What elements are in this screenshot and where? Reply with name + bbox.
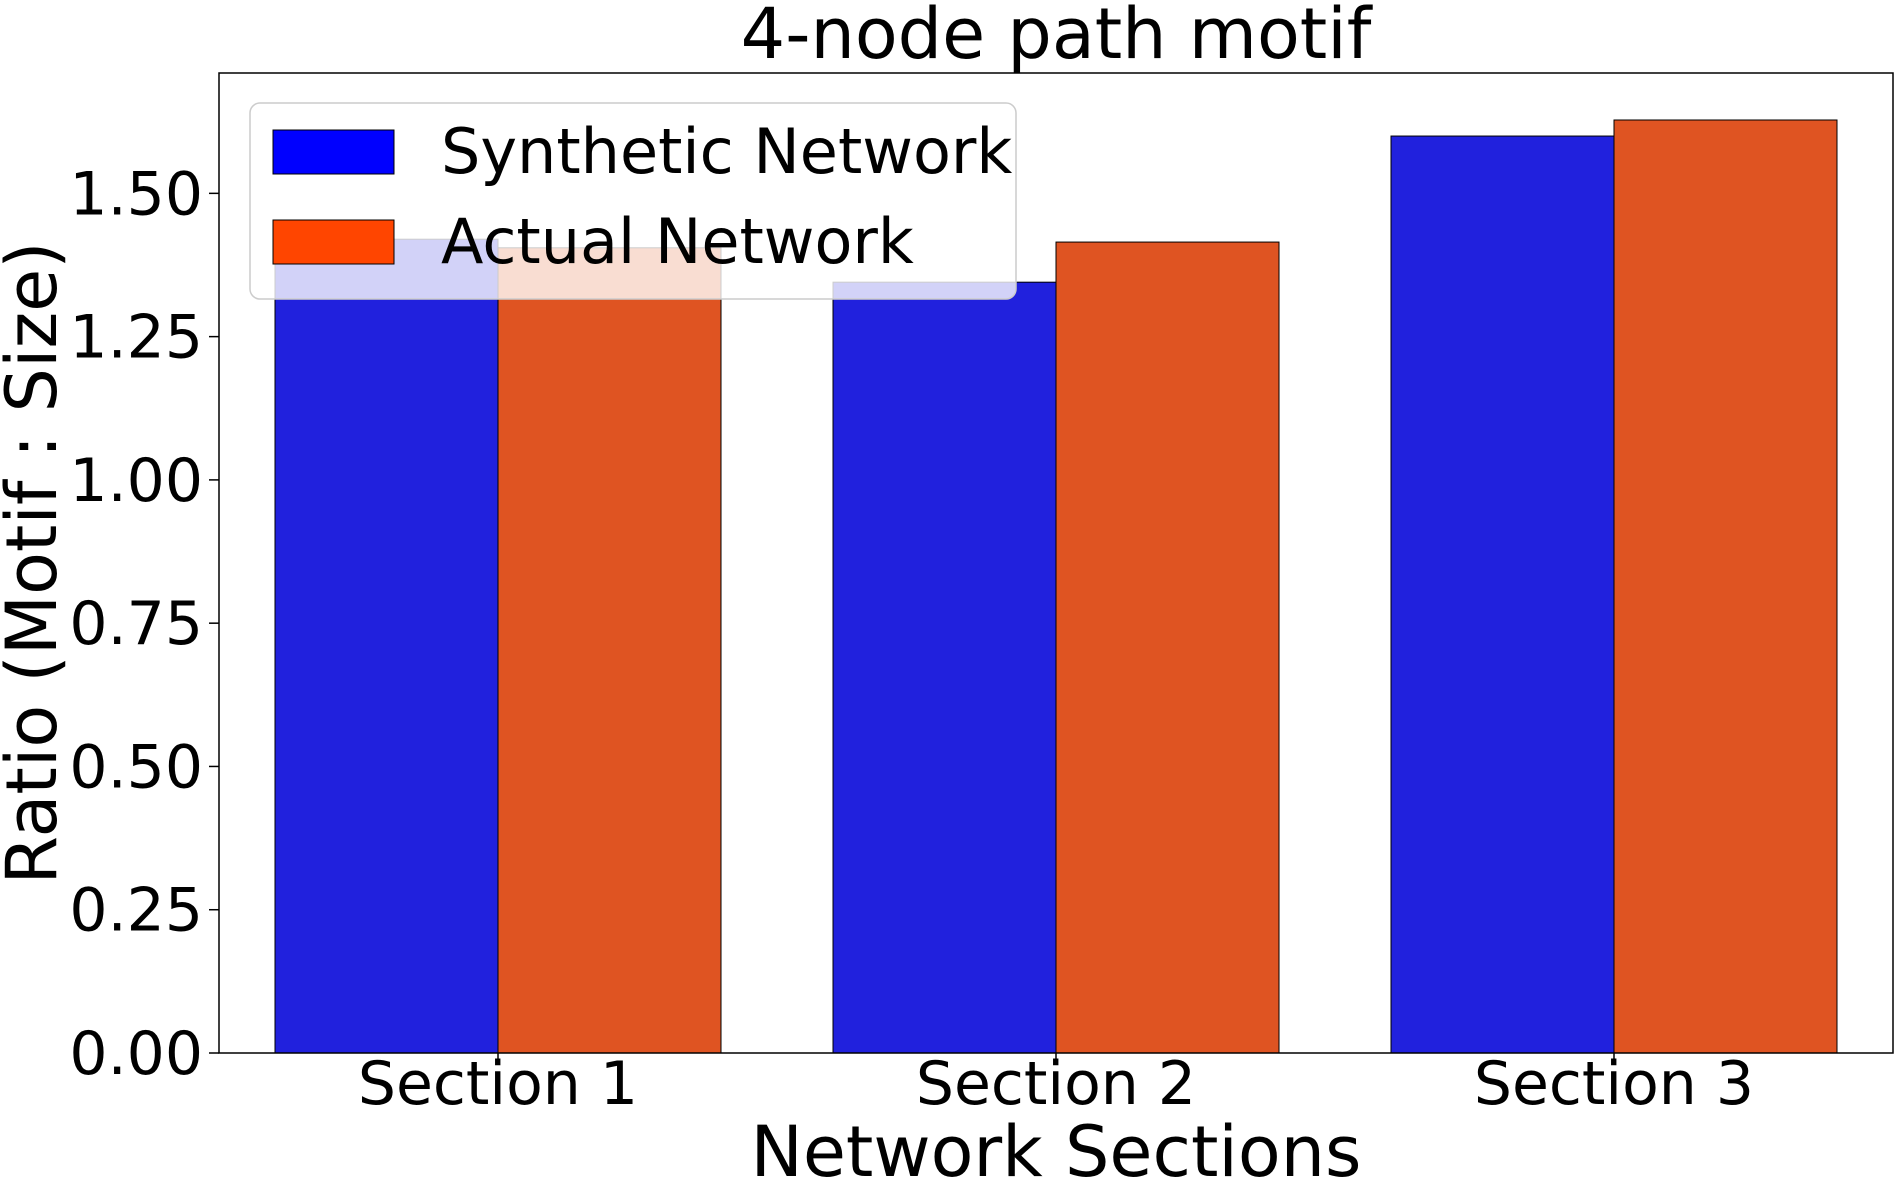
bar-actual-network-2: [1055, 241, 1280, 1054]
y-axis-ticks: 0.00 0.25 0.50 0.75 1.00 1.25 1.50: [69, 159, 219, 1089]
y-tick-label: 0.00: [69, 1019, 203, 1089]
y-tick-label: 0.50: [69, 732, 203, 802]
legend-label-synthetic-network: Synthetic Network: [441, 115, 1012, 188]
x-tick-label: Section 3: [1474, 1049, 1754, 1119]
legend: Synthetic Network Actual Network: [249, 102, 1017, 300]
bar-synthetic-network-2: [832, 281, 1057, 1054]
bars-layer: [274, 119, 1838, 1054]
y-tick-label: 1.25: [69, 303, 203, 373]
bar-actual-network-3: [1613, 119, 1838, 1054]
legend-swatch-synthetic-network: [272, 129, 395, 175]
legend-box: [249, 102, 1017, 300]
y-tick-label: 1.50: [69, 159, 203, 229]
y-tick-label: 1.00: [69, 446, 203, 516]
plot-frame: [218, 72, 1894, 1054]
x-tick-label: Section 1: [358, 1049, 638, 1119]
bar-synthetic-network-1: [274, 238, 499, 1054]
legend-swatch-actual-network: [272, 219, 395, 265]
bar-actual-network-1: [497, 247, 722, 1054]
bar-synthetic-network-3: [1390, 135, 1615, 1054]
chart-title: 4-node path motif: [741, 0, 1373, 75]
legend-label-actual-network: Actual Network: [441, 205, 914, 278]
x-axis-ticks: Section 1 Section 2 Section 3: [358, 1049, 1754, 1119]
y-axis-label: Ratio (Motif : Size): [0, 241, 73, 884]
x-tick-label: Section 2: [916, 1049, 1196, 1119]
x-axis-label: Network Sections: [750, 1111, 1361, 1193]
y-tick-label: 0.25: [69, 876, 203, 946]
y-tick-label: 0.75: [69, 589, 203, 659]
